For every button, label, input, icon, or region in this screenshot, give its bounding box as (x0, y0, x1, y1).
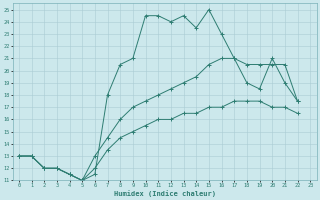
X-axis label: Humidex (Indice chaleur): Humidex (Indice chaleur) (114, 190, 215, 197)
